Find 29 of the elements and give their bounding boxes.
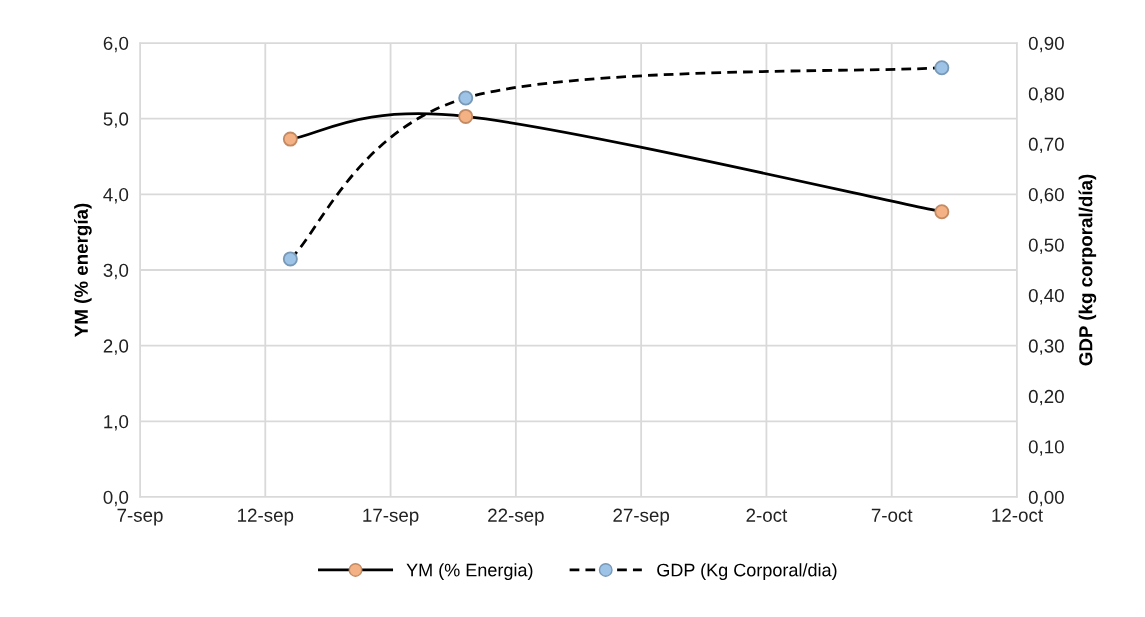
x-tick-label: 22-sep <box>488 508 544 526</box>
y-tick-label: 0,0 <box>103 490 129 507</box>
y2-tick-label: 0,60 <box>1028 188 1064 204</box>
y2-tick-label: 0,80 <box>1028 87 1064 103</box>
x-tick-label: 2-oct <box>746 508 788 522</box>
y2-tick-label: 0,40 <box>1028 288 1064 305</box>
y2-tick-label: 0,50 <box>1028 238 1064 254</box>
y-axis-title: YM (% energía) <box>73 203 92 337</box>
y2-tick-label: 0,70 <box>1028 137 1064 154</box>
x-tick-label: 17-sep <box>363 508 419 526</box>
y2-tick-label: 0,00 <box>1028 490 1064 507</box>
x-tick-label: 12-oct <box>992 508 1043 522</box>
y-tick-label: 2,0 <box>103 339 129 355</box>
y2-tick-label: 0,30 <box>1028 339 1064 355</box>
y2-tick-label: 0,90 <box>1028 36 1064 53</box>
x-tick-label: 7-sep <box>117 508 163 526</box>
y2-axis-title: GDP (kg corporal/día) <box>1078 174 1097 366</box>
y-tick-label: 6,0 <box>103 36 129 53</box>
x-tick-label: 27-sep <box>613 508 670 526</box>
y-tick-label: 5,0 <box>103 112 129 128</box>
y-tick-label: 1,0 <box>104 415 129 431</box>
x-tick-label: 12-sep <box>238 508 294 526</box>
y2-tick-label: 0,10 <box>1028 440 1064 456</box>
y2-tick-label: 0,20 <box>1028 389 1064 406</box>
legend-label: YM (% Energia) <box>406 563 533 581</box>
y-tick-label: 3,0 <box>103 263 129 280</box>
y-tick-label: 4,0 <box>103 188 129 204</box>
x-tick-label: 7-oct <box>871 508 913 522</box>
legend-label: GDP (Kg Corporal/dia) <box>657 563 837 581</box>
